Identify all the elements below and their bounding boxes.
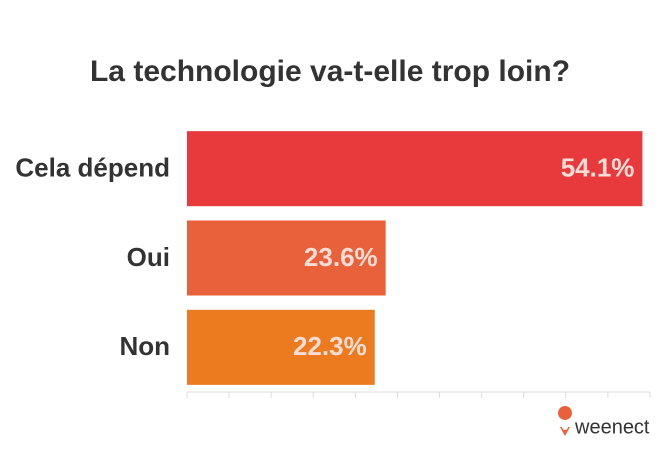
- logo-pin: [558, 406, 573, 436]
- value-label: 54.1%: [561, 153, 635, 183]
- y-tick-label: Oui: [127, 242, 170, 272]
- value-label: 22.3%: [293, 331, 367, 361]
- y-tick-label: Cela dépend: [15, 153, 170, 183]
- logo-text: weenect: [574, 416, 650, 438]
- logo-pin-hole: [562, 424, 568, 430]
- y-tick-label: Non: [119, 331, 170, 361]
- logo: weenect: [558, 406, 650, 438]
- bar: [187, 309, 375, 385]
- bar: [187, 131, 643, 207]
- chart-title: La technologie va-t-elle trop loin?: [90, 55, 570, 88]
- value-label: 23.6%: [304, 242, 378, 272]
- bar: [187, 220, 386, 296]
